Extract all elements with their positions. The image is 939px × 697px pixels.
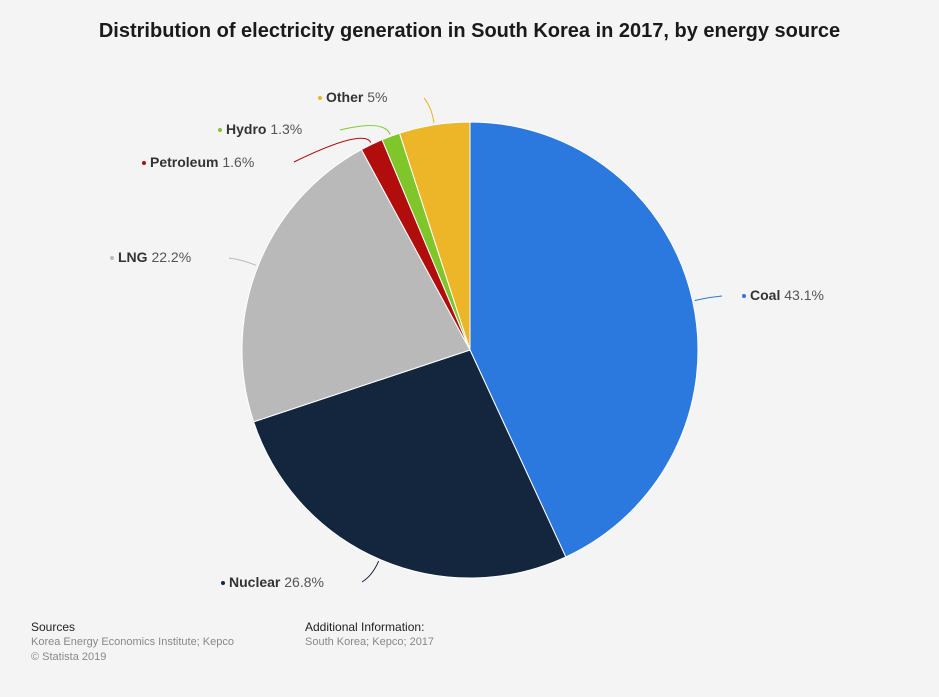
label-bullet-other [318,96,322,100]
sources-text[interactable]: Korea Energy Economics Institute; Kepco [31,636,234,648]
slice-label-lng: LNG 22.2% [118,249,191,265]
leader-line-other [423,97,435,123]
label-bullet-lng [110,256,114,260]
pie-slices [241,121,699,579]
pie-slice-lng[interactable] [241,148,471,423]
leader-line-lng [228,257,257,266]
leader-line-coal [694,295,723,302]
slice-label-other: Other 5% [326,89,387,105]
leader-line-hydro [339,125,391,135]
sources-heading: Sources [31,620,76,634]
label-bullet-petroleum [142,161,146,165]
leader-lines [228,97,723,583]
slice-label-nuclear: Nuclear 26.8% [229,574,324,590]
label-bullet-hydro [218,128,222,132]
slice-labels: Coal 43.1% Nuclear 26.8% LNG 22.2% Petroleu… [110,89,824,590]
label-bullet-coal [742,294,746,298]
slice-label-hydro: Hydro 1.3% [226,121,302,137]
pie-slice-other[interactable] [398,121,471,351]
copyright-text: © Statista 2019 [31,651,107,663]
additional-info-text: South Korea; Kepco; 2017 [305,636,435,648]
leader-line-nuclear [361,560,380,583]
chart-title: Distribution of electricity generation i… [98,20,841,42]
slice-label-coal: Coal 43.1% [750,287,824,303]
pie-slice-coal[interactable] [469,121,699,558]
pie-slice-nuclear[interactable] [252,349,567,579]
additional-info-heading: Additional Information: [305,620,425,634]
additional-info-block: Additional Information: South Korea; Kep… [305,620,434,650]
slice-label-petroleum: Petroleum 1.6% [150,154,254,170]
sources-block: Sources Korea Energy Economics Institute… [31,620,234,665]
label-bullet-nuclear [221,581,225,585]
leader-line-petroleum [293,137,372,163]
